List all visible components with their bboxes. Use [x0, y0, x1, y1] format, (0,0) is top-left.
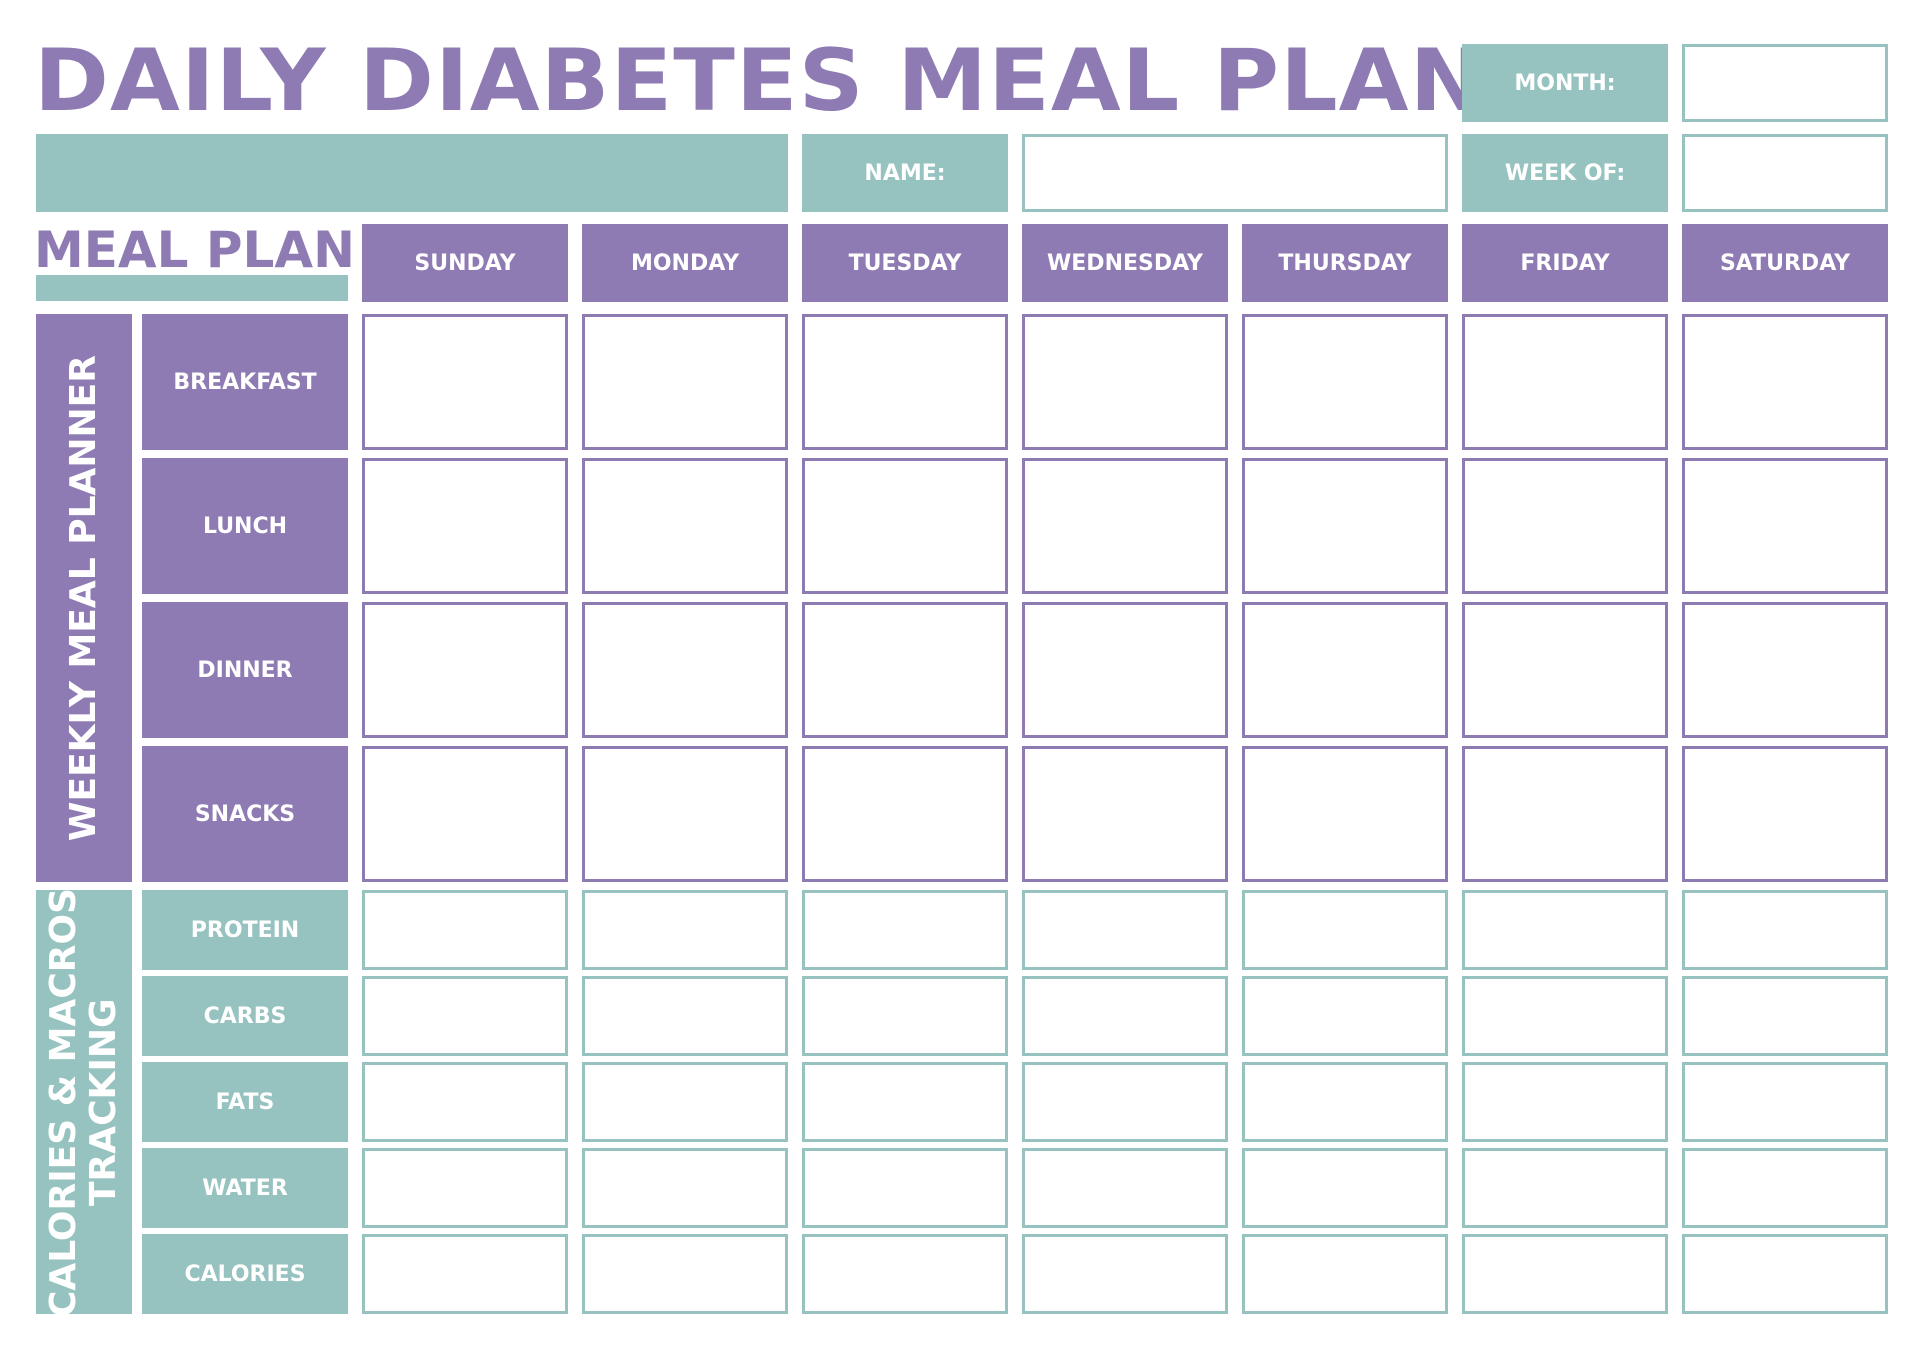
macros-label-line2: TRACKING: [83, 998, 124, 1206]
row-label-snacks: SNACKS: [142, 746, 348, 882]
macros-section-label-text: CALORIES & MACROS TRACKING: [43, 887, 124, 1317]
meal-cell[interactable]: [362, 314, 568, 450]
meal-cell[interactable]: [1242, 746, 1448, 882]
row-label-protein: PROTEIN: [142, 890, 348, 970]
meal-cell[interactable]: [362, 746, 568, 882]
macro-cell[interactable]: [1242, 1062, 1448, 1142]
macros-label-line1: CALORIES & MACROS: [43, 887, 84, 1317]
meal-cell[interactable]: [1242, 602, 1448, 738]
macro-cell[interactable]: [1462, 890, 1668, 970]
macro-cell[interactable]: [582, 1234, 788, 1314]
meal-cell[interactable]: [1462, 602, 1668, 738]
meal-cell[interactable]: [1022, 314, 1228, 450]
macro-cell[interactable]: [1682, 1234, 1888, 1314]
macro-cell[interactable]: [1242, 890, 1448, 970]
macro-cell[interactable]: [1022, 976, 1228, 1056]
meal-cell[interactable]: [582, 458, 788, 594]
macro-cell[interactable]: [1462, 1148, 1668, 1228]
macro-cell[interactable]: [802, 976, 1008, 1056]
macro-cell[interactable]: [1682, 1148, 1888, 1228]
macro-cell[interactable]: [362, 890, 568, 970]
meal-cell[interactable]: [582, 746, 788, 882]
meal-cell[interactable]: [362, 458, 568, 594]
meal-cell[interactable]: [1682, 602, 1888, 738]
macro-cell[interactable]: [1462, 1062, 1668, 1142]
page-title: DAILY DIABETES MEAL PLAN: [34, 31, 1487, 131]
row-label-water: WATER: [142, 1148, 348, 1228]
day-header-saturday: SATURDAY: [1682, 224, 1888, 302]
macro-cell[interactable]: [1682, 1062, 1888, 1142]
meal-cell[interactable]: [1022, 602, 1228, 738]
macro-cell[interactable]: [1462, 976, 1668, 1056]
row-label-calories: CALORIES: [142, 1234, 348, 1314]
macro-cell[interactable]: [582, 1148, 788, 1228]
macro-cell[interactable]: [1462, 1234, 1668, 1314]
day-header-sunday: SUNDAY: [362, 224, 568, 302]
meal-cell[interactable]: [1022, 746, 1228, 882]
meal-plan-heading: MEAL PLAN: [34, 221, 355, 279]
macro-cell[interactable]: [1022, 1234, 1228, 1314]
day-header-tuesday: TUESDAY: [802, 224, 1008, 302]
macro-cell[interactable]: [802, 890, 1008, 970]
meal-cell[interactable]: [1682, 746, 1888, 882]
meal-cell[interactable]: [1022, 458, 1228, 594]
macro-cell[interactable]: [1682, 890, 1888, 970]
day-header-wednesday: WEDNESDAY: [1022, 224, 1228, 302]
macro-cell[interactable]: [1022, 890, 1228, 970]
macro-cell[interactable]: [582, 1062, 788, 1142]
macro-cell[interactable]: [582, 890, 788, 970]
meal-cell[interactable]: [1242, 314, 1448, 450]
meal-cell[interactable]: [1682, 458, 1888, 594]
name-label: NAME:: [802, 134, 1008, 212]
meal-cell[interactable]: [1462, 746, 1668, 882]
row-label-lunch: LUNCH: [142, 458, 348, 594]
day-header-thursday: THURSDAY: [1242, 224, 1448, 302]
meal-cell[interactable]: [802, 602, 1008, 738]
meal-cell[interactable]: [802, 746, 1008, 882]
meal-cell[interactable]: [802, 314, 1008, 450]
macro-cell[interactable]: [362, 1062, 568, 1142]
meal-cell[interactable]: [582, 602, 788, 738]
header-bar: [36, 134, 788, 212]
meal-cell[interactable]: [362, 602, 568, 738]
macro-cell[interactable]: [802, 1234, 1008, 1314]
row-label-fats: FATS: [142, 1062, 348, 1142]
macro-cell[interactable]: [1242, 1148, 1448, 1228]
meal-plan-underline: [36, 275, 348, 301]
macros-section-label: CALORIES & MACROS TRACKING: [36, 887, 132, 1317]
macro-cell[interactable]: [1242, 976, 1448, 1056]
row-label-carbs: CARBS: [142, 976, 348, 1056]
weekly-section-label-text: WEEKLY MEAL PLANNER: [63, 354, 104, 842]
name-field[interactable]: [1022, 134, 1448, 212]
row-label-breakfast: BREAKFAST: [142, 314, 348, 450]
month-label: MONTH:: [1462, 44, 1668, 122]
meal-cell[interactable]: [802, 458, 1008, 594]
week-of-field[interactable]: [1682, 134, 1888, 212]
meal-cell[interactable]: [1242, 458, 1448, 594]
meal-cell[interactable]: [1462, 314, 1668, 450]
meal-cell[interactable]: [1462, 458, 1668, 594]
macro-cell[interactable]: [362, 976, 568, 1056]
week-of-label: WEEK OF:: [1462, 134, 1668, 212]
macro-cell[interactable]: [362, 1234, 568, 1314]
day-header-monday: MONDAY: [582, 224, 788, 302]
macro-cell[interactable]: [582, 976, 788, 1056]
meal-cell[interactable]: [582, 314, 788, 450]
macro-cell[interactable]: [802, 1062, 1008, 1142]
macro-cell[interactable]: [1682, 976, 1888, 1056]
day-header-friday: FRIDAY: [1462, 224, 1668, 302]
macro-cell[interactable]: [1022, 1062, 1228, 1142]
macro-cell[interactable]: [802, 1148, 1008, 1228]
meal-cell[interactable]: [1682, 314, 1888, 450]
macro-cell[interactable]: [1022, 1148, 1228, 1228]
macro-cell[interactable]: [362, 1148, 568, 1228]
row-label-dinner: DINNER: [142, 602, 348, 738]
macro-cell[interactable]: [1242, 1234, 1448, 1314]
weekly-section-label: WEEKLY MEAL PLANNER: [36, 314, 132, 882]
month-field[interactable]: [1682, 44, 1888, 122]
